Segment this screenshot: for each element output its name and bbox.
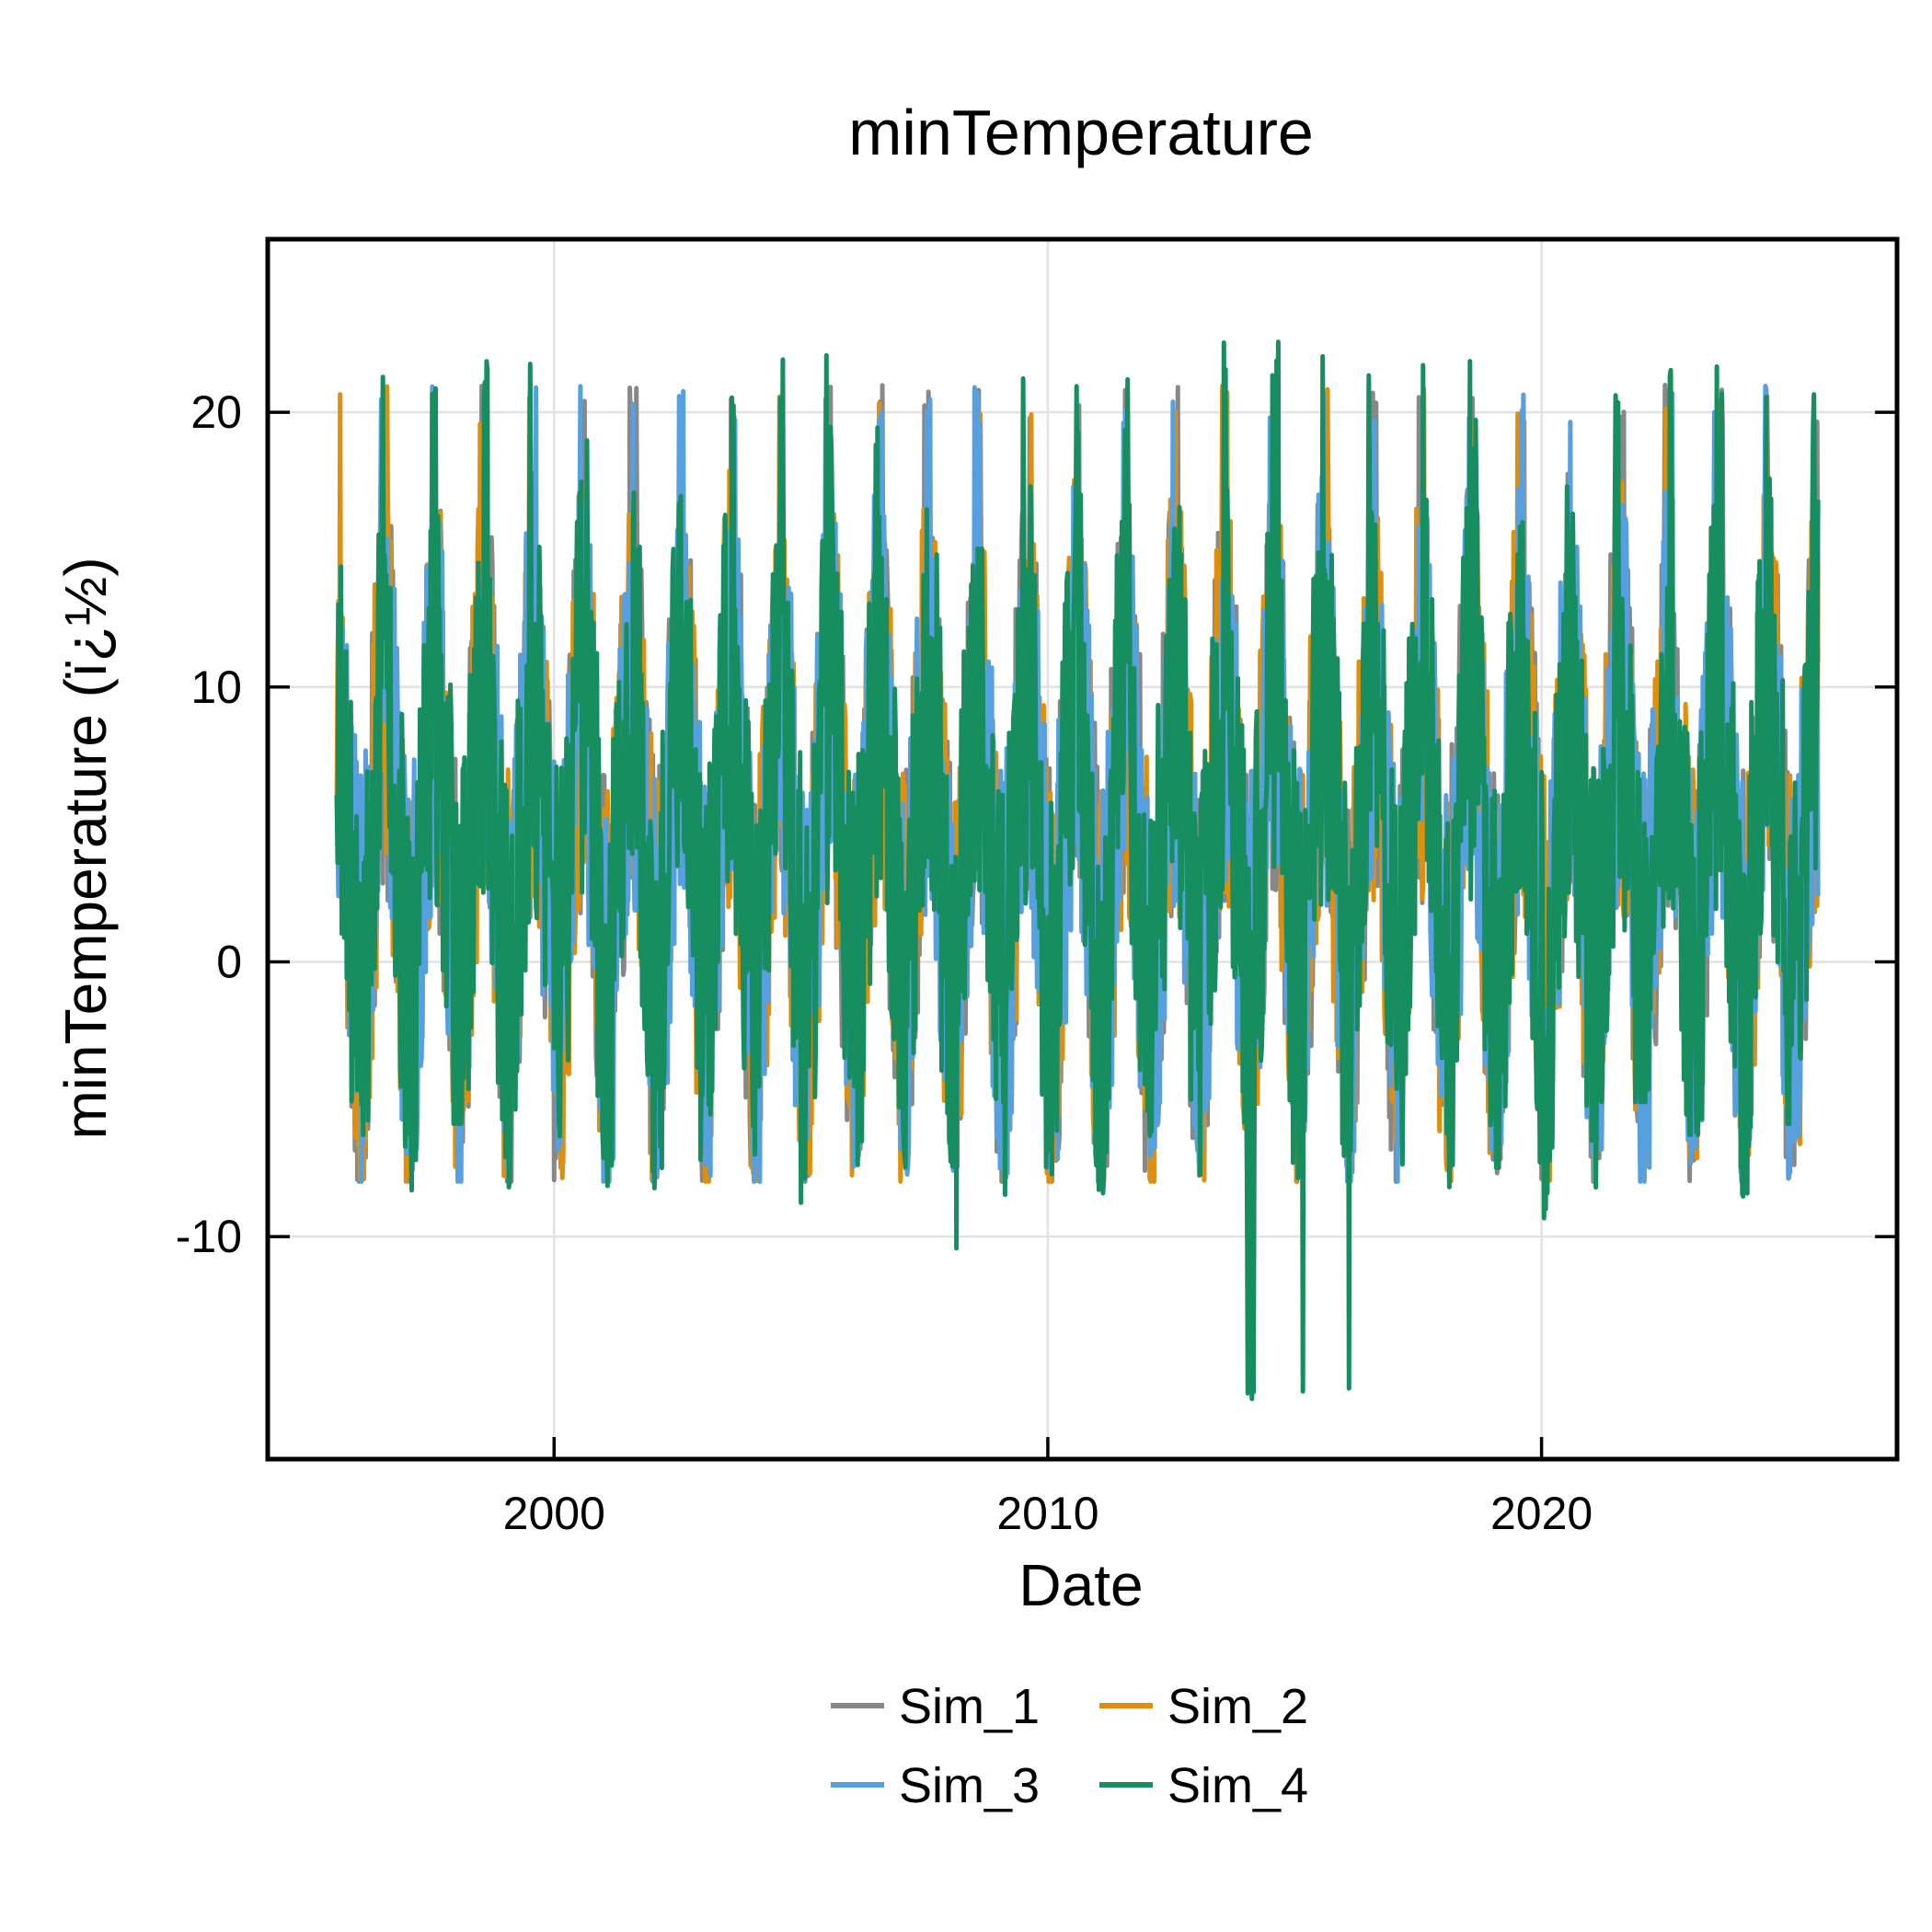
legend-label: Sim_2 [1167,1679,1308,1734]
series-layer [334,339,1821,1402]
y-tick-label: 20 [190,386,242,438]
x-tick-label: 2000 [503,1488,605,1539]
x-tick-label: 2020 [1490,1488,1593,1539]
legend-label: Sim_3 [899,1758,1040,1813]
plot-frame [265,236,1900,1462]
legend: Sim_1 Sim_2 Sim_3 Sim_4 [831,1679,1308,1813]
y-axis-title: minTemperature (ï¿½) [52,557,119,1139]
legend-label: Sim_1 [899,1679,1040,1734]
y-tick-label: 0 [216,936,242,987]
x-tick-label: 2010 [996,1488,1098,1539]
series-line-sim_4 [334,339,1821,1402]
x-axis-title: Date [1018,1552,1143,1618]
chart-title: minTemperature [848,97,1314,168]
y-tick-label: -10 [176,1211,242,1262]
ticks: -10 0 10 20 2000 2010 2020 [176,386,1897,1539]
legend-label: Sim_4 [1167,1758,1308,1813]
y-tick-label: 10 [190,661,242,713]
